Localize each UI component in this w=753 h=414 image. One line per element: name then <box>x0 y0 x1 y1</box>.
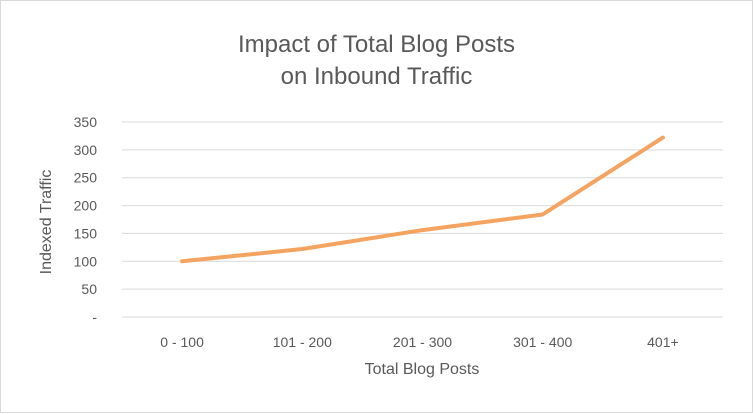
y-tick-label: 250 <box>74 170 98 186</box>
x-tick-label: 101 - 200 <box>273 334 332 350</box>
chart-title-line-2: on Inbound Traffic <box>280 63 473 90</box>
chart-title: Impact of Total Blog Posts on Inbound Tr… <box>1 29 752 93</box>
y-tick-label: 200 <box>74 198 98 214</box>
x-axis-label: Total Blog Posts <box>364 361 480 378</box>
x-tick-label: 201 - 300 <box>393 334 452 350</box>
y-tick-label: 350 <box>74 114 98 130</box>
y-tick-label: 100 <box>74 253 98 269</box>
series-line <box>180 135 665 264</box>
y-tick-label: 50 <box>81 281 97 297</box>
y-tick-label: - <box>92 309 97 325</box>
y-tick-label: 150 <box>74 225 98 241</box>
x-tick-label: 0 - 100 <box>160 334 204 350</box>
y-tick-label: 300 <box>74 142 98 158</box>
chart-title-line-1: Impact of Total Blog Posts <box>237 31 516 58</box>
x-tick-label: 401+ <box>647 334 679 350</box>
x-tick-label: 301 - 400 <box>513 334 572 350</box>
